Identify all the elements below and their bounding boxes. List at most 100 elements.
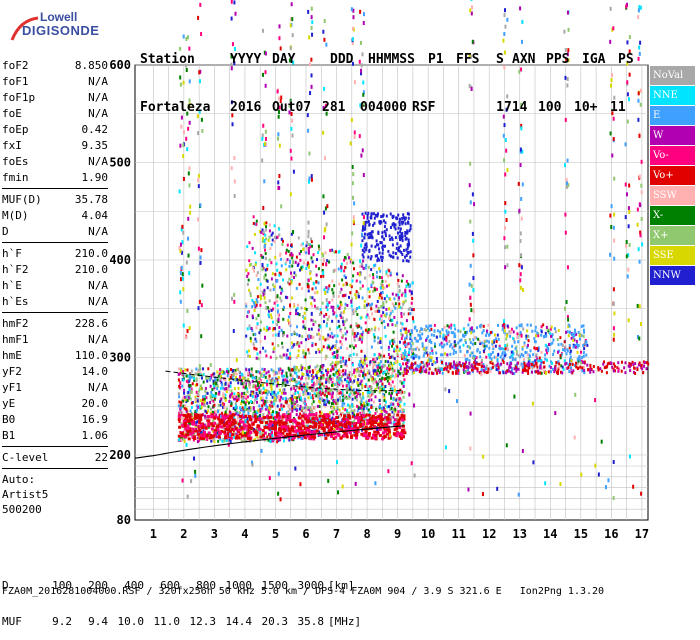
legend-nne: NNE (650, 86, 695, 105)
param-value: 8.850 (75, 58, 108, 74)
y-tick-label: 80 (117, 513, 131, 527)
param-row: hmE 110.0 (2, 348, 108, 364)
param-name: fmin (2, 170, 29, 186)
param-name: MUF(D) (2, 192, 42, 208)
param-row: h`Es N/A (2, 294, 108, 310)
param-name: foEp (2, 122, 29, 138)
header-value: 10+ (574, 100, 610, 116)
param-value: 228.6 (75, 316, 108, 332)
param-value: 210.0 (75, 246, 108, 262)
footer-value: 9.4 (72, 616, 108, 628)
y-tick-label: 200 (109, 448, 131, 462)
param-name: h`F (2, 246, 22, 262)
footer-value: 11.0 (144, 616, 180, 628)
y-tick-label: 500 (109, 156, 131, 170)
param-name: foEs (2, 154, 29, 170)
param-value: 16.9 (82, 412, 109, 428)
auto-line: 500200 (2, 502, 108, 517)
header-label: P1 (428, 52, 456, 68)
header-label: HHMMSS (368, 52, 428, 68)
x-tick-label: 3 (211, 527, 218, 541)
param-value: N/A (88, 154, 108, 170)
param-name: hmE (2, 348, 22, 364)
param-row: fmin 1.90 (2, 170, 108, 186)
param-name: fxI (2, 138, 22, 154)
param-value: 210.0 (75, 262, 108, 278)
y-tick-label: 400 (109, 253, 131, 267)
legend-nnw: NNW (650, 266, 695, 285)
header-label: Station (140, 52, 230, 68)
x-tick-label: 9 (394, 527, 401, 541)
param-value: 14.0 (82, 364, 109, 380)
param-value: 4.04 (82, 208, 109, 224)
legend-noval: NoVal (650, 66, 695, 85)
param-value: N/A (88, 332, 108, 348)
x-tick-label: 15 (574, 527, 588, 541)
param-name: yE (2, 396, 15, 412)
auto-line: Artist5 (2, 487, 108, 502)
param-value: 35.78 (75, 192, 108, 208)
legend-w: W (650, 126, 695, 145)
header-label: YYYY (230, 52, 272, 68)
header-value: 004000 (360, 100, 412, 116)
param-name: h`Es (2, 294, 29, 310)
param-value: 1.90 (82, 170, 109, 186)
muf-label: MUF (2, 616, 36, 628)
param-row: h`F 210.0 (2, 246, 108, 262)
param-value: N/A (88, 294, 108, 310)
x-tick-label: 1 (150, 527, 157, 541)
param-row: foF1p N/A (2, 90, 108, 106)
header-value: Out07 (272, 100, 322, 116)
param-name: foF1p (2, 90, 35, 106)
param-divider (2, 446, 108, 447)
param-value: N/A (88, 90, 108, 106)
header-label: PPS (546, 52, 582, 68)
header-value: Fortaleza (140, 100, 230, 116)
footer-value: 35.8 (288, 616, 324, 628)
param-divider (2, 188, 108, 189)
param-name: hmF1 (2, 332, 29, 348)
param-row: B0 16.9 (2, 412, 108, 428)
param-value: 110.0 (75, 348, 108, 364)
x-tick-label: 10 (421, 527, 435, 541)
param-row: foEs N/A (2, 154, 108, 170)
param-row: hmF1 N/A (2, 332, 108, 348)
x-tick-label: 4 (241, 527, 248, 541)
legend-xplus: X+ (650, 226, 695, 245)
x-tick-label: 13 (513, 527, 527, 541)
header-value: RSF (412, 100, 448, 116)
param-row: MUF(D) 35.78 (2, 192, 108, 208)
digisonde-logo: Lowell DIGISONDE (8, 10, 88, 44)
param-name: B0 (2, 412, 15, 428)
header-value: 714 (504, 100, 538, 116)
param-name: D (2, 224, 9, 240)
param-divider (2, 468, 108, 469)
x-tick-label: 8 (363, 527, 370, 541)
param-row: M(D)4.04 (2, 208, 108, 224)
param-name: foF2 (2, 58, 29, 74)
param-value: N/A (88, 278, 108, 294)
footer-value: 9.2 (36, 616, 72, 628)
footer-value: 20.3 (252, 616, 288, 628)
logo-digisonde: DIGISONDE (22, 23, 99, 38)
param-divider (2, 242, 108, 243)
plot-frame (135, 65, 648, 520)
param-name: foE (2, 106, 22, 122)
param-value: 22 (95, 450, 108, 466)
header-value: 1 (488, 100, 504, 116)
